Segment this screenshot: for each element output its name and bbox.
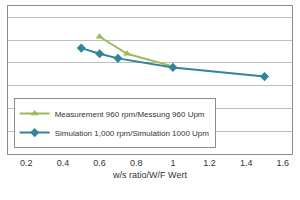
- svg-text:Simulation 1,000 rpm/Simulatio: Simulation 1,000 rpm/Simulation 1000 Upm: [55, 129, 210, 138]
- svg-text:0.4: 0.4: [57, 158, 70, 168]
- svg-text:0.2: 0.2: [20, 158, 33, 168]
- svg-text:0.8: 0.8: [130, 158, 143, 168]
- svg-text:1.6: 1.6: [277, 158, 290, 168]
- svg-text:1: 1: [170, 158, 175, 168]
- svg-text:w/s ratio/W/F Wert: w/s ratio/W/F Wert: [112, 170, 187, 180]
- svg-text:1.2: 1.2: [203, 158, 216, 168]
- svg-text:1.4: 1.4: [240, 158, 253, 168]
- svg-text:0.6: 0.6: [93, 158, 106, 168]
- svg-text:Measurement 960 rpm/Messung 96: Measurement 960 rpm/Messung 960 Upm: [55, 110, 205, 119]
